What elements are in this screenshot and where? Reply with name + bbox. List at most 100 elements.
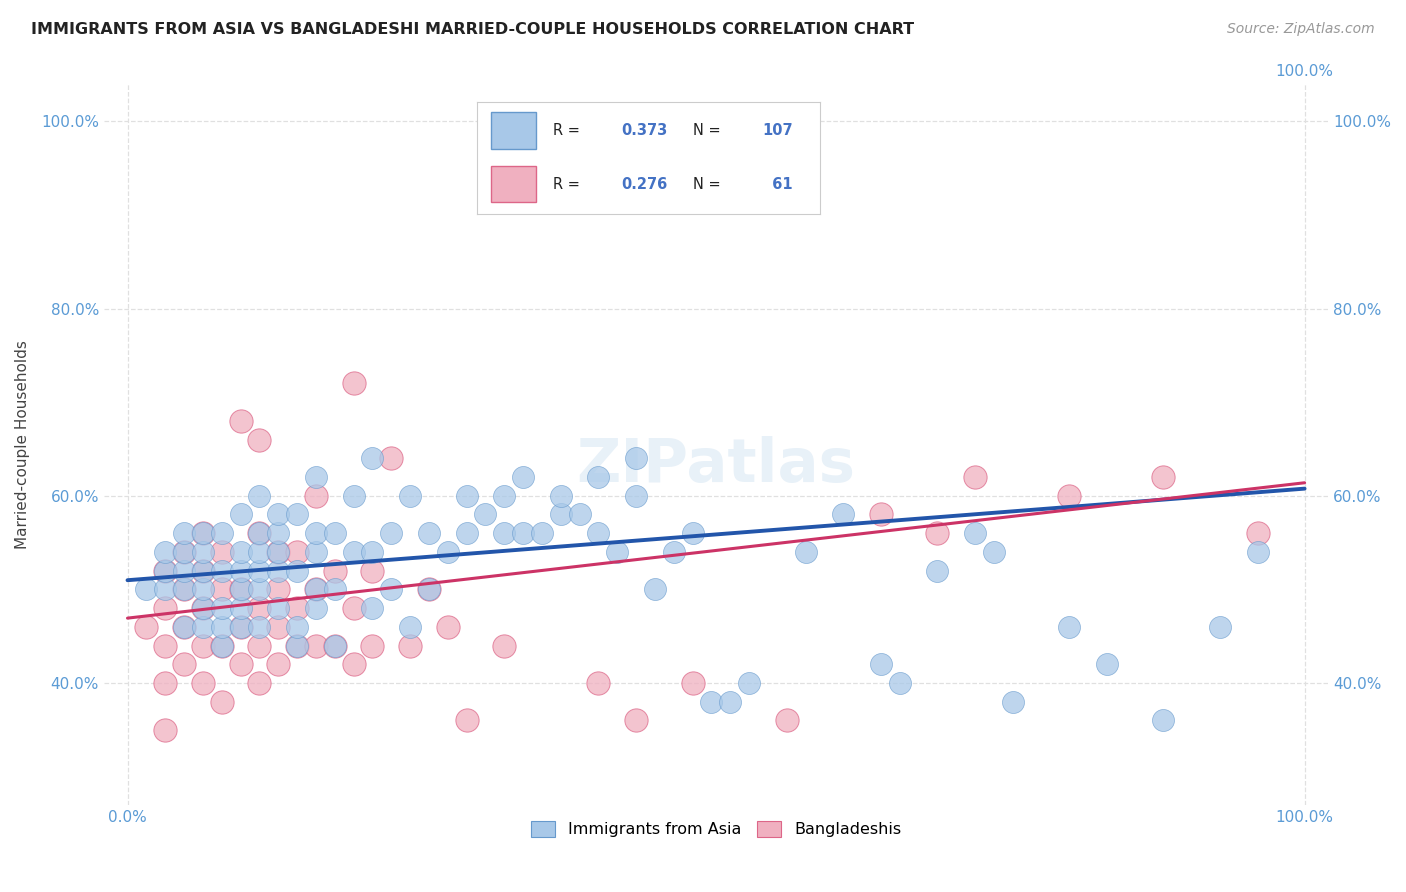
Point xyxy=(233,526,256,541)
Point xyxy=(152,657,174,672)
Point xyxy=(799,620,821,634)
Point xyxy=(163,620,186,634)
Point xyxy=(387,508,409,522)
Point xyxy=(1234,395,1257,409)
Text: ZIPatlas: ZIPatlas xyxy=(576,436,856,495)
Point xyxy=(163,582,186,597)
Point xyxy=(128,620,150,634)
Point xyxy=(505,676,527,690)
Point xyxy=(152,582,174,597)
Point xyxy=(411,526,433,541)
Point xyxy=(270,545,292,559)
Point xyxy=(152,620,174,634)
Point xyxy=(163,526,186,541)
Point xyxy=(457,545,479,559)
Point xyxy=(281,582,304,597)
Point xyxy=(446,582,468,597)
Point xyxy=(387,489,409,503)
Point xyxy=(176,620,198,634)
Point xyxy=(375,526,398,541)
Point xyxy=(882,620,904,634)
Point xyxy=(222,601,245,615)
Point xyxy=(623,526,645,541)
Point xyxy=(187,620,209,634)
Point xyxy=(257,545,280,559)
Point xyxy=(529,714,551,728)
Point xyxy=(139,639,162,653)
Point xyxy=(139,564,162,578)
Point xyxy=(211,508,233,522)
Point xyxy=(233,489,256,503)
Point xyxy=(222,620,245,634)
Point xyxy=(233,639,256,653)
Point xyxy=(222,639,245,653)
Point xyxy=(128,582,150,597)
Point xyxy=(211,601,233,615)
Point xyxy=(704,620,727,634)
Legend: Immigrants from Asia, Bangladeshis: Immigrants from Asia, Bangladeshis xyxy=(524,814,907,844)
Point xyxy=(494,695,516,709)
Point xyxy=(281,451,304,466)
Point xyxy=(198,526,221,541)
Point xyxy=(187,414,209,428)
Point xyxy=(645,470,668,484)
Point xyxy=(434,451,457,466)
Point xyxy=(187,545,209,559)
Point xyxy=(187,657,209,672)
Point xyxy=(246,564,269,578)
Point xyxy=(411,470,433,484)
Point xyxy=(941,470,963,484)
Point xyxy=(222,545,245,559)
Point xyxy=(292,489,315,503)
Point xyxy=(1294,433,1316,447)
Y-axis label: Married-couple Households: Married-couple Households xyxy=(15,340,30,549)
Point xyxy=(211,564,233,578)
Point xyxy=(669,695,692,709)
Point xyxy=(139,723,162,737)
Point xyxy=(152,564,174,578)
Point xyxy=(763,470,786,484)
Point xyxy=(176,545,198,559)
Point xyxy=(1258,358,1281,372)
Point xyxy=(1199,358,1222,372)
Point xyxy=(246,639,269,653)
Point xyxy=(222,639,245,653)
Point xyxy=(233,545,256,559)
Point xyxy=(187,508,209,522)
Point xyxy=(163,601,186,615)
Point xyxy=(211,657,233,672)
Point xyxy=(352,489,374,503)
Point xyxy=(823,526,845,541)
Point xyxy=(1057,414,1080,428)
Point xyxy=(187,582,209,597)
Point xyxy=(292,639,315,653)
Point xyxy=(198,545,221,559)
Point xyxy=(163,639,186,653)
Point xyxy=(270,639,292,653)
Point xyxy=(257,657,280,672)
Text: IMMIGRANTS FROM ASIA VS BANGLADESHI MARRIED-COUPLE HOUSEHOLDS CORRELATION CHART: IMMIGRANTS FROM ASIA VS BANGLADESHI MARR… xyxy=(31,22,914,37)
Point xyxy=(481,695,503,709)
Point xyxy=(187,582,209,597)
Point xyxy=(139,545,162,559)
Point xyxy=(704,489,727,503)
Point xyxy=(152,545,174,559)
Point xyxy=(233,601,256,615)
Point xyxy=(163,526,186,541)
Point xyxy=(352,526,374,541)
Point xyxy=(198,526,221,541)
Point xyxy=(246,639,269,653)
Point xyxy=(564,508,586,522)
Point xyxy=(233,582,256,597)
Point xyxy=(187,601,209,615)
Point xyxy=(588,508,610,522)
Point xyxy=(246,582,269,597)
Point xyxy=(152,620,174,634)
Point xyxy=(176,564,198,578)
Point xyxy=(176,695,198,709)
Point xyxy=(1294,283,1316,297)
Point xyxy=(257,601,280,615)
Point xyxy=(270,564,292,578)
Point xyxy=(163,545,186,559)
Point xyxy=(198,582,221,597)
